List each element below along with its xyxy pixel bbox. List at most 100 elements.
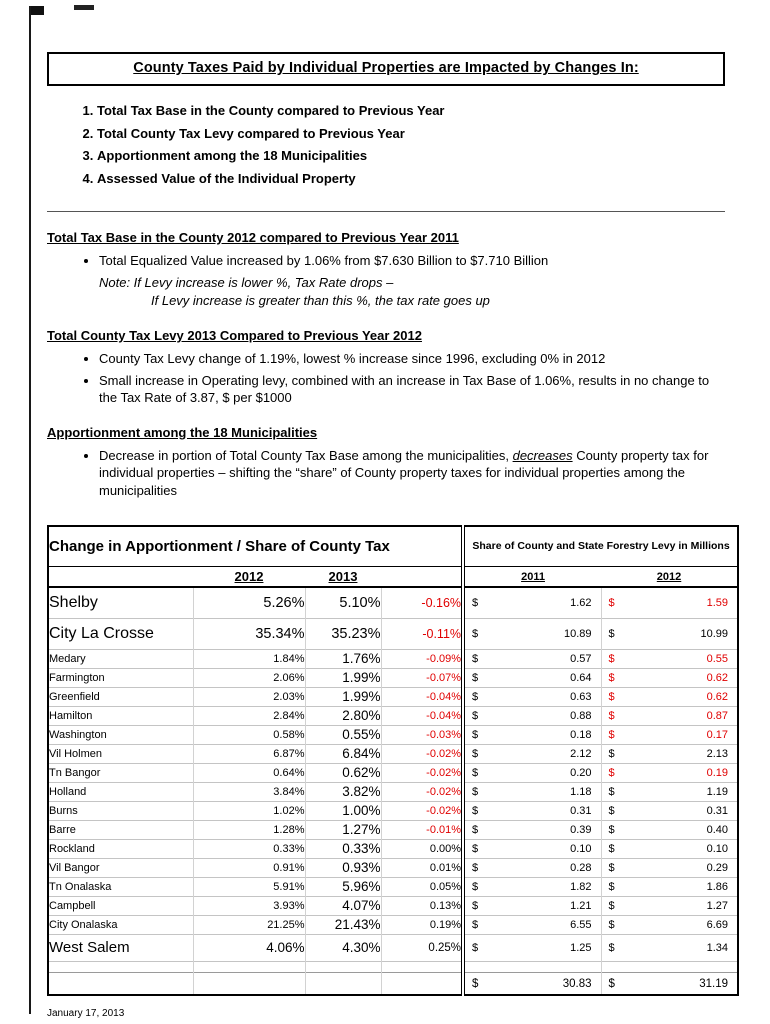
pct-change: -0.02% [380,781,464,802]
levy-amount: 0.28 [570,861,592,874]
table-row: Barre 1.28% 1.27% -0.01% $0.39 $0.40 [48,819,739,840]
empty-cell [380,971,464,996]
pct-2012: 1.28% [192,819,305,840]
header-2011-right: 2011 [461,566,602,589]
pct-change: 0.00% [380,838,464,859]
dollar-sign: $ [472,671,479,684]
right-table-title: Share of County and State Forestry Levy … [461,526,739,567]
municipality-name: Campbell [48,895,193,916]
pct-2013: 0.55% [304,724,381,745]
left-table-title: Change in Apportionment / Share of Count… [48,526,464,567]
empty-cell [461,960,602,973]
levy-2012: $0.19 [600,762,739,783]
levy-2011: $0.20 [461,762,602,783]
pct-change: -0.02% [380,762,464,783]
section-heading-tax-levy: Total County Tax Levy 2013 Compared to P… [47,328,422,344]
impact-list-item: Assessed Value of the Individual Propert… [97,170,725,188]
bullet-text: Decrease in portion of Total County Tax … [99,447,513,463]
levy-amount: 0.55 [706,652,729,665]
table-row: Tn Onalaska 5.91% 5.96% 0.05% $1.82 $1.86 [48,876,739,897]
dollar-sign: $ [608,766,615,779]
pct-2012: 21.25% [192,914,305,935]
levy-2011: $1.82 [461,876,602,897]
dollar-sign: $ [608,728,615,741]
pct-change: -0.09% [380,648,464,669]
year-label: 2013 [328,569,358,585]
dollar-sign: $ [608,709,615,722]
levy-2012: $1.19 [600,781,739,802]
pct-2013: 35.23% [304,617,381,650]
municipality-name: Farmington [48,667,193,688]
municipality-name: Vil Holmen [48,743,193,764]
pct-2013: 2.80% [304,705,381,726]
levy-amount: 0.87 [706,709,729,722]
pct-change: -0.03% [380,724,464,745]
dollar-sign: $ [472,709,479,722]
bullet-emphasis: decreases [512,447,573,463]
document-date: January 17, 2013 [47,1008,125,1020]
levy-2012: $0.10 [600,838,739,859]
pct-2012: 0.64% [192,762,305,783]
levy-amount: 0.88 [570,709,592,722]
apportionment-bullets: Decrease in portion of Total County Tax … [47,447,725,500]
table-row: Vil Holmen 6.87% 6.84% -0.02% $2.12 $2.13 [48,743,739,764]
levy-amount: 0.63 [570,690,592,703]
empty-cell [192,960,305,973]
pct-2012: 3.93% [192,895,305,916]
dollar-sign: $ [608,861,615,874]
table-row: Medary 1.84% 1.76% -0.09% $0.57 $0.55 [48,648,739,669]
municipality-name: West Salem [48,933,193,962]
dollar-sign: $ [608,747,615,760]
empty-cell [192,971,305,996]
empty-cell [48,960,193,973]
table-row: Tn Bangor 0.64% 0.62% -0.02% $0.20 $0.19 [48,762,739,783]
municipality-name: Tn Bangor [48,762,193,783]
levy-amount: 1.82 [570,880,592,893]
header-2012-left: 2012 [193,566,305,589]
pct-change: 0.13% [380,895,464,916]
dollar-sign: $ [608,804,615,817]
pct-change: 0.25% [380,933,464,962]
pct-2013: 0.62% [304,762,381,783]
pct-2013: 1.99% [304,667,381,688]
bullet-item: Small increase in Operating levy, combin… [99,372,725,407]
levy-2012: $0.62 [600,686,739,707]
pct-2013: 21.43% [304,914,381,935]
title-box: County Taxes Paid by Individual Properti… [47,52,725,86]
levy-amount: 1.21 [570,899,592,912]
pct-change: 0.05% [380,876,464,897]
dollar-sign: $ [608,977,615,990]
levy-2012: $0.87 [600,705,739,726]
levy-2012: $1.34 [600,933,739,962]
table-row: Washington 0.58% 0.55% -0.03% $0.18 $0.17 [48,724,739,745]
levy-2011: $0.39 [461,819,602,840]
municipality-name: Burns [48,800,193,821]
document-content: County Taxes Paid by Individual Properti… [47,52,740,1020]
dollar-sign: $ [472,861,479,874]
pct-2012: 0.33% [192,838,305,859]
levy-amount: 0.18 [570,728,592,741]
pct-change: -0.02% [380,800,464,821]
dollar-sign: $ [608,627,615,640]
header-2012-right: 2012 [601,566,739,589]
pct-2013: 5.96% [304,876,381,897]
dollar-sign: $ [608,671,615,684]
dollar-sign: $ [472,766,479,779]
bullet-item: County Tax Levy change of 1.19%, lowest … [99,350,725,368]
levy-2012: $0.29 [600,857,739,878]
pct-2012: 3.84% [192,781,305,802]
year-label: 2012 [234,569,264,585]
scan-artifact-line [29,6,31,1014]
levy-2011: $0.10 [461,838,602,859]
municipality-name: Rockland [48,838,193,859]
bullet-item: Total Equalized Value increased by 1.06%… [99,252,725,270]
table-row: Rockland 0.33% 0.33% 0.00% $0.10 $0.10 [48,838,739,859]
empty-cell [600,960,739,973]
levy-amount: 2.12 [570,747,592,760]
dollar-sign: $ [472,918,479,931]
table-year-header-row: 2012 2013 2011 2012 [48,566,739,589]
table-row: City Onalaska 21.25% 21.43% 0.19% $6.55 $6.69 [48,914,739,935]
table-body: Shelby 5.26% 5.10% -0.16% $1.62 $1.59 City La … [48,586,739,962]
dollar-sign: $ [472,785,479,798]
empty-header-cell [381,566,464,589]
